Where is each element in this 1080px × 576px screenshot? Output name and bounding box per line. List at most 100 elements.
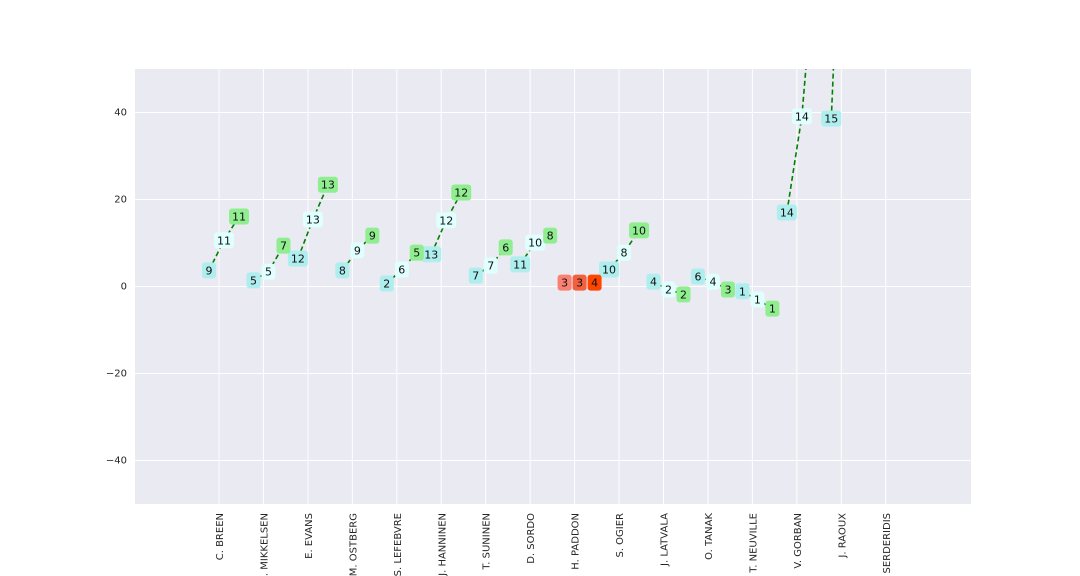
point-label: 13 — [321, 179, 335, 192]
point-label: 1 — [754, 294, 761, 307]
point-label: 6 — [398, 264, 405, 277]
point-box — [599, 261, 620, 278]
point-box — [261, 263, 276, 280]
point-label: 14 — [780, 207, 794, 220]
point-label: 11 — [513, 258, 527, 271]
point-label: 8 — [547, 230, 554, 243]
point-label: 15 — [824, 113, 838, 126]
point-label: 8 — [339, 264, 346, 277]
point-label: 4 — [709, 276, 716, 289]
connector-line — [430, 192, 462, 255]
x-tick-label: M. OSTBERG — [348, 513, 359, 576]
point-label: 13 — [306, 214, 320, 227]
x-tick-label: D. SORDO — [526, 513, 537, 564]
point-label: 3 — [576, 277, 583, 290]
y-tick-label: −40 — [106, 456, 127, 467]
point-box — [776, 204, 797, 221]
point-label: 7 — [487, 260, 494, 273]
point-box — [350, 242, 365, 259]
point-box — [394, 261, 409, 278]
point-box — [317, 176, 338, 193]
point-box — [510, 256, 531, 273]
point-label: 2 — [680, 288, 687, 301]
point-box — [690, 268, 705, 285]
x-tick-label: T. SUNINEN — [482, 513, 493, 571]
point-label: 7 — [472, 270, 479, 283]
point-label: 1 — [739, 285, 746, 298]
point-box — [791, 108, 812, 125]
point-box — [646, 273, 661, 290]
point-box — [765, 300, 780, 317]
point-box — [557, 274, 572, 291]
point-box — [302, 211, 323, 228]
point-box — [629, 222, 650, 239]
point-label: 3 — [724, 284, 731, 297]
point-label: 11 — [217, 234, 231, 247]
point-box — [498, 239, 513, 256]
point-box — [705, 273, 720, 290]
x-tick-label: S. LEFEBVRE — [393, 513, 404, 576]
point-label: 4 — [650, 276, 657, 289]
point-label: 9 — [206, 264, 213, 277]
point-box — [436, 212, 457, 229]
point-box — [229, 208, 249, 225]
x-tick-label: J. HANNINEN — [437, 513, 448, 576]
labels: −40 −20 0 20 40 C. BREEN A. MIKKELSEN E. EVANS M… — [106, 108, 893, 576]
point-label: 5 — [250, 274, 257, 287]
point-box — [202, 262, 216, 279]
point-label: 7 — [280, 240, 287, 253]
point-label: 13 — [424, 248, 438, 261]
point-box — [720, 281, 735, 298]
point-box — [676, 286, 691, 303]
point-label: 1 — [769, 303, 776, 316]
x-tick-label: O. TANAK — [704, 513, 715, 560]
y-tick-label: 0 — [121, 282, 127, 293]
point-box — [483, 257, 498, 274]
point-label: 10 — [632, 224, 646, 237]
y-tick-label: 20 — [114, 195, 127, 206]
grid — [135, 69, 971, 504]
point-label: 12 — [291, 253, 305, 266]
point-box — [587, 274, 602, 291]
point-label: 2 — [665, 284, 672, 297]
x-tick-label: V. GORBAN — [793, 513, 804, 569]
x-tick-label: E. EVANS — [304, 513, 315, 559]
y-tick-label: 40 — [114, 108, 127, 119]
point-label: 11 — [232, 210, 246, 223]
point-box — [335, 262, 350, 279]
point-label: 4 — [591, 277, 598, 290]
point-box — [246, 272, 261, 289]
point-box — [421, 246, 442, 263]
point-label: 9 — [369, 230, 376, 243]
x-tick-label: SERDERIDIS — [882, 513, 893, 574]
point-label: 12 — [439, 214, 453, 227]
point-box — [214, 232, 234, 249]
point-box — [468, 267, 483, 284]
point-label: 6 — [694, 270, 701, 283]
x-tick-label: C. BREEN — [215, 513, 226, 560]
point-box — [821, 110, 842, 127]
point-label: 10 — [602, 264, 616, 277]
point-label: 5 — [413, 247, 420, 260]
point-label: 8 — [621, 247, 628, 260]
point-box — [661, 281, 676, 298]
x-tick-label: A. MIKKELSEN — [259, 513, 270, 576]
point-label: 14 — [795, 110, 809, 123]
point-label: 5 — [265, 266, 272, 279]
point-box — [379, 275, 394, 292]
point-box — [451, 184, 472, 201]
point-box — [735, 283, 750, 300]
point-label: 10 — [528, 237, 542, 250]
point-box — [617, 244, 632, 261]
point-box — [572, 274, 587, 291]
point-label: 2 — [383, 277, 390, 290]
point-box — [543, 227, 558, 244]
point-box — [276, 237, 291, 254]
x-tick-label: T. NEUVILLE — [748, 513, 759, 574]
x-tick-label: S. OGIER — [615, 513, 626, 558]
point-box — [525, 234, 546, 251]
point-box — [409, 244, 424, 261]
point-label: 6 — [502, 241, 509, 254]
x-tick-label: J. RAOUX — [837, 513, 848, 559]
